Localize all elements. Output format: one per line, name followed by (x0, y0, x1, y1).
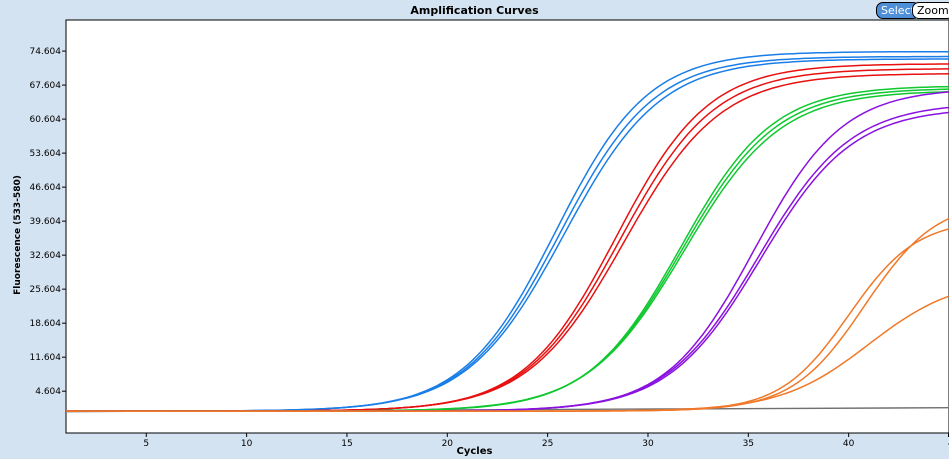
x-tick-label: 35 (743, 439, 754, 449)
y-tick-label: 67.604 (30, 81, 62, 91)
x-axis: 51015202530354045 (143, 433, 949, 449)
y-tick-label: 32.604 (30, 251, 62, 261)
amplification-curve-5-3 (66, 295, 949, 412)
plot-background (65, 19, 949, 434)
y-tick-label: 4.604 (35, 387, 61, 397)
y-tick-label: 39.604 (30, 217, 62, 227)
x-tick-label: 10 (241, 439, 253, 449)
x-tick-label: 20 (442, 439, 454, 449)
y-tick-label: 18.604 (30, 319, 62, 329)
select-button[interactable]: Select (876, 2, 920, 19)
y-tick-label: 11.604 (30, 353, 62, 363)
x-tick-label: 40 (843, 439, 855, 449)
y-tick-label: 46.604 (30, 183, 62, 193)
zoom-button[interactable]: Zoom (912, 2, 949, 19)
y-tick-label: 74.604 (30, 47, 62, 57)
x-tick-label: 15 (341, 439, 352, 449)
curves-layer (65, 50, 949, 413)
x-axis-label: Cycles (456, 446, 493, 457)
y-axis: 4.604 11.604 18.604 25.604 32.604 39.604 46.60… (30, 47, 66, 397)
x-tick-label: 25 (542, 439, 553, 449)
y-tick-label: 25.604 (30, 285, 62, 295)
chart-title: Amplification Curves (410, 4, 539, 17)
x-tick-label: 30 (642, 439, 654, 449)
y-tick-label: 60.604 (30, 115, 62, 125)
y-tick-label: 53.604 (30, 149, 62, 159)
x-tick-label: 5 (143, 439, 149, 449)
y-axis-label: Fluorescence (533-580) (13, 175, 23, 295)
